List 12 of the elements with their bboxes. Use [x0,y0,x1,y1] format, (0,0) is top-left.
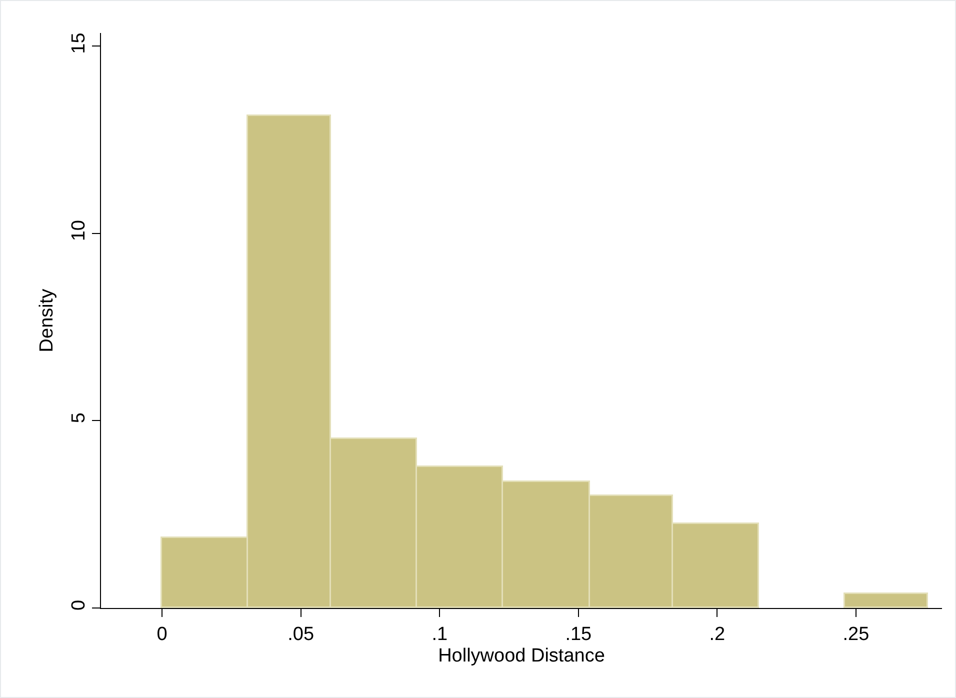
x-axis-title: Hollywood Distance [438,646,605,667]
x-tick-label: .25 [842,624,870,645]
y-tick-label: 15 [68,32,90,54]
x-tick-label: .15 [565,624,592,645]
y-tick-label: 0 [68,600,90,610]
y-tick-label: 10 [68,220,90,242]
y-axis-title: Density [36,288,58,352]
x-tick-label: .05 [288,624,314,645]
x-tick-label: .2 [709,624,726,645]
y-tick-label: 5 [68,412,90,424]
x-tick-label: .1 [432,624,448,645]
x-tick-label: 0 [156,624,168,645]
